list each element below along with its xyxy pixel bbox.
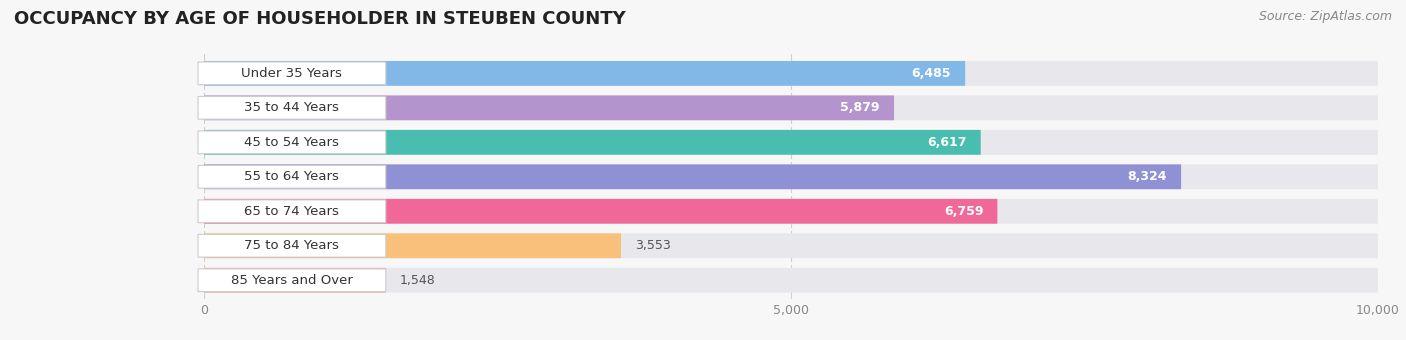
FancyBboxPatch shape — [204, 233, 621, 258]
Text: 8,324: 8,324 — [1128, 170, 1167, 183]
FancyBboxPatch shape — [198, 62, 385, 85]
FancyBboxPatch shape — [204, 268, 385, 293]
FancyBboxPatch shape — [204, 130, 981, 155]
FancyBboxPatch shape — [198, 166, 385, 188]
Text: 35 to 44 Years: 35 to 44 Years — [245, 101, 339, 114]
FancyBboxPatch shape — [204, 164, 1378, 189]
Text: 6,617: 6,617 — [927, 136, 966, 149]
Text: 1,548: 1,548 — [399, 274, 436, 287]
Text: 45 to 54 Years: 45 to 54 Years — [245, 136, 339, 149]
Text: 5,879: 5,879 — [841, 101, 880, 114]
FancyBboxPatch shape — [198, 234, 385, 257]
FancyBboxPatch shape — [204, 199, 1378, 224]
FancyBboxPatch shape — [198, 97, 385, 119]
Text: Source: ZipAtlas.com: Source: ZipAtlas.com — [1258, 10, 1392, 23]
FancyBboxPatch shape — [204, 61, 965, 86]
Text: 85 Years and Over: 85 Years and Over — [231, 274, 353, 287]
FancyBboxPatch shape — [204, 96, 1378, 120]
Text: OCCUPANCY BY AGE OF HOUSEHOLDER IN STEUBEN COUNTY: OCCUPANCY BY AGE OF HOUSEHOLDER IN STEUB… — [14, 10, 626, 28]
FancyBboxPatch shape — [198, 269, 385, 292]
FancyBboxPatch shape — [204, 61, 1378, 86]
FancyBboxPatch shape — [204, 130, 1378, 155]
Text: 55 to 64 Years: 55 to 64 Years — [245, 170, 339, 183]
FancyBboxPatch shape — [204, 199, 997, 224]
Text: 65 to 74 Years: 65 to 74 Years — [245, 205, 339, 218]
FancyBboxPatch shape — [198, 131, 385, 154]
Text: 6,759: 6,759 — [943, 205, 983, 218]
Text: 3,553: 3,553 — [636, 239, 671, 252]
FancyBboxPatch shape — [204, 164, 1181, 189]
FancyBboxPatch shape — [204, 233, 1378, 258]
Text: 75 to 84 Years: 75 to 84 Years — [245, 239, 339, 252]
FancyBboxPatch shape — [204, 268, 1378, 293]
FancyBboxPatch shape — [204, 96, 894, 120]
Text: 6,485: 6,485 — [911, 67, 950, 80]
Text: Under 35 Years: Under 35 Years — [242, 67, 342, 80]
FancyBboxPatch shape — [198, 200, 385, 223]
